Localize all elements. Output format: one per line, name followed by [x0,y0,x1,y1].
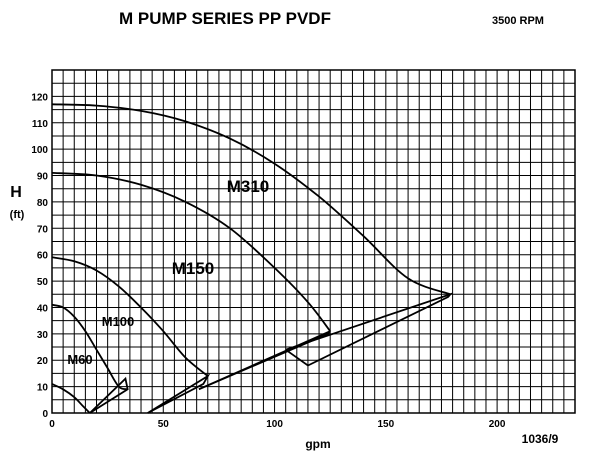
y-tick-label: 40 [37,303,49,314]
curve-unlabeled [51,383,91,414]
y-tick-labels: 0 10 20 30 40 50 60 70 80 90 100 110 120 [31,92,48,420]
curve-labels: M310 M150 M100 M60 [67,177,269,367]
y-tick-label: 120 [31,92,48,103]
y-axis-label: H [10,184,22,201]
y-tick-label: 10 [37,383,49,394]
operating-envelopes [89,292,454,414]
series-curves [51,103,451,414]
y-tick-label: 20 [37,356,49,367]
curve-label-m150: M150 [172,259,215,278]
y-tick-label: 50 [37,277,49,288]
x-tick-label: 0 [49,419,55,430]
curve-label-m100: M100 [102,314,135,329]
curve-m60 [51,303,128,391]
x-tick-label: 50 [158,419,170,430]
envelope-line [198,330,331,391]
y-tick-label: 90 [37,172,49,183]
y-tick-label: 30 [37,330,49,341]
y-tick-label: 100 [31,145,48,156]
grid [52,70,575,413]
envelope-line [147,373,211,414]
envelope-line [89,376,129,414]
envelope-line [285,292,454,367]
y-tick-label: 110 [32,119,49,130]
x-tick-label: 150 [377,419,394,430]
chart-subtitle: 3500 RPM [492,15,544,27]
x-tick-label: 100 [266,419,283,430]
x-tick-label: 200 [489,419,506,430]
y-tick-label: 70 [37,224,49,235]
x-tick-labels: 0 50 100 150 200 [49,419,506,430]
curve-m100 [51,256,209,377]
y-tick-label: 0 [42,409,48,420]
reference-code: 1036/9 [522,432,559,446]
curve-m310 [51,103,451,296]
y-tick-label: 80 [37,198,49,209]
y-axis-unit: (ft) [10,209,25,221]
curve-label-m310: M310 [227,177,270,196]
chart-title: M PUMP SERIES PP PVDF [119,9,331,28]
plot-frame [51,69,576,414]
curve-label-m60: M60 [67,352,92,367]
curve-m150 [51,172,331,332]
plot-border [51,69,576,414]
x-axis-label: gpm [305,437,330,451]
y-tick-label: 60 [37,251,49,262]
